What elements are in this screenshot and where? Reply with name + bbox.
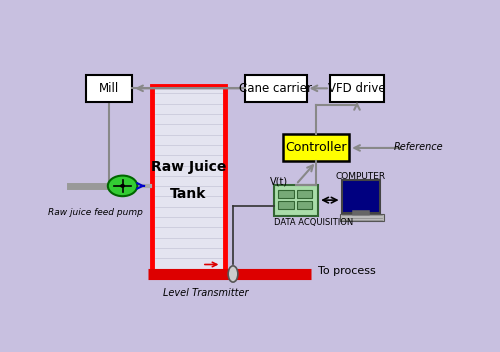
Text: VFD drive: VFD drive — [328, 82, 386, 95]
Bar — [274, 184, 318, 216]
Bar — [152, 86, 225, 275]
Text: Cane carrier: Cane carrier — [239, 82, 312, 95]
Text: Raw Juice: Raw Juice — [151, 160, 226, 174]
Text: Level Transmitter: Level Transmitter — [163, 288, 248, 298]
Bar — [330, 75, 384, 102]
Text: DATA ACQUISITION: DATA ACQUISITION — [274, 218, 353, 227]
Text: Mill: Mill — [99, 82, 119, 95]
Circle shape — [108, 176, 138, 196]
Text: Reference: Reference — [394, 142, 444, 152]
Text: To process: To process — [318, 266, 376, 276]
Bar — [244, 75, 306, 102]
Bar — [86, 75, 132, 102]
Text: Tank: Tank — [170, 187, 206, 201]
Bar — [278, 201, 294, 209]
Text: V(t): V(t) — [270, 177, 288, 187]
Circle shape — [121, 185, 124, 187]
Bar — [284, 134, 349, 162]
Text: Raw juice feed pump: Raw juice feed pump — [48, 208, 143, 218]
Bar — [342, 181, 380, 213]
Bar — [297, 201, 312, 209]
Bar — [278, 190, 294, 198]
Text: Controller: Controller — [286, 142, 347, 155]
Bar — [340, 214, 384, 221]
Ellipse shape — [228, 266, 238, 282]
Bar — [297, 190, 312, 198]
Text: COMPUTER: COMPUTER — [336, 172, 386, 181]
